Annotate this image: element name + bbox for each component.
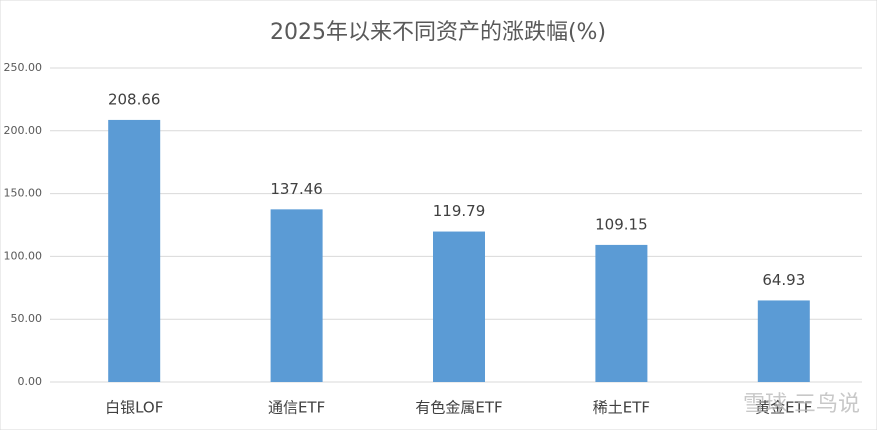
y-tick-label: 200.00 <box>4 124 43 137</box>
value-label: 137.46 <box>270 180 323 198</box>
x-tick-label: 白银LOF <box>105 399 163 417</box>
y-tick-label: 0.00 <box>18 375 43 388</box>
x-tick-label: 通信ETF <box>268 399 325 417</box>
x-tick-label: 有色金属ETF <box>415 399 502 417</box>
value-label: 109.15 <box>595 215 648 233</box>
value-label: 208.66 <box>108 90 161 108</box>
y-tick-label: 50.00 <box>11 312 43 325</box>
watermark: 雪球 三鸟说 <box>743 392 860 417</box>
bar <box>757 300 810 382</box>
y-tick-label: 100.00 <box>4 249 43 262</box>
value-label: 64.93 <box>762 271 805 289</box>
bar <box>270 209 323 382</box>
y-tick-label: 150.00 <box>4 187 43 200</box>
x-tick-label: 黄金ETF <box>755 399 812 417</box>
y-tick-label: 250.00 <box>4 61 43 74</box>
bar <box>433 231 485 382</box>
value-label: 119.79 <box>433 202 486 220</box>
chart-title: 2025年以来不同资产的涨跌幅(%) <box>270 20 606 45</box>
bar <box>595 244 648 382</box>
bar <box>108 119 161 383</box>
x-tick-label: 稀土ETF <box>593 399 650 417</box>
